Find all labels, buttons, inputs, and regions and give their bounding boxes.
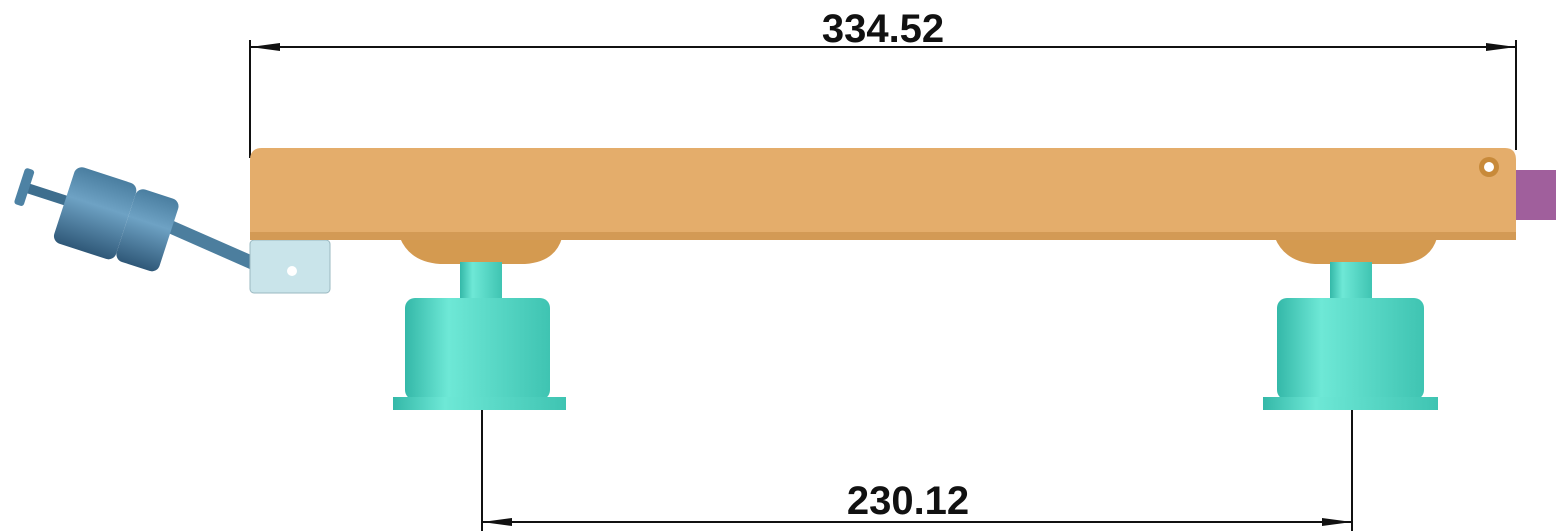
foot-flange [393,397,566,410]
dimension-spacing: 230.12 [482,410,1352,531]
dimension-overall: 334.52 [250,7,1516,158]
foot [393,262,566,410]
arrow [1486,43,1516,51]
mount-boss [400,238,562,264]
end-block [1516,170,1556,220]
beam [250,148,1516,240]
dimension-label: 230.12 [847,479,969,523]
foot [1263,262,1438,410]
foot-stem [460,262,502,300]
page: 334.52 230.12 [0,0,1558,531]
foot-cup [1277,298,1424,400]
bracket [250,240,330,293]
valve [6,150,258,275]
dimension-label: 334.52 [822,7,944,51]
beam-hole [1484,162,1494,172]
arrow [482,518,512,526]
foot-cup [405,298,550,400]
drawing: 334.52 230.12 [0,0,1558,531]
bracket-hole [287,266,297,276]
arrow [250,43,280,51]
mount-boss [1275,238,1437,264]
foot-flange [1263,397,1438,410]
beam-edge [250,232,1516,240]
arrow [1322,518,1352,526]
foot-stem [1330,262,1372,300]
